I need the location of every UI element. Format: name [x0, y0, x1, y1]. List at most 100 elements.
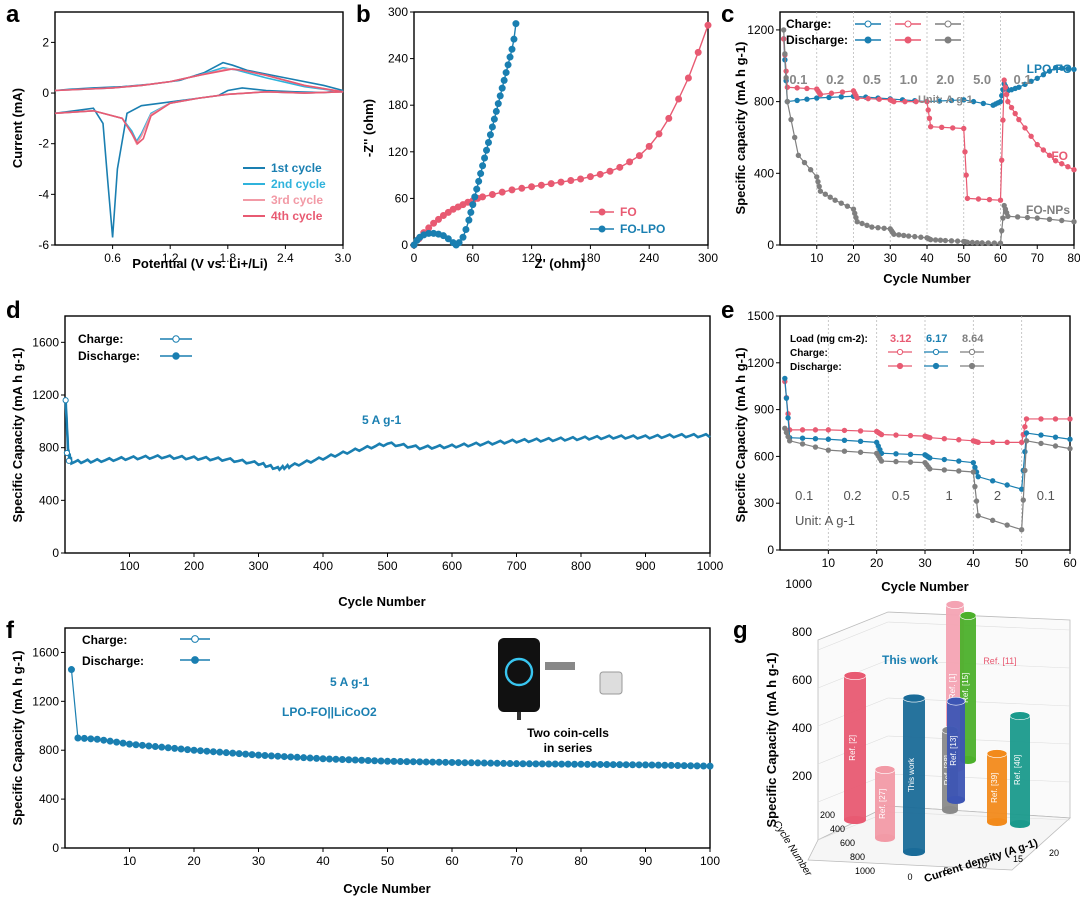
fullcell-point — [126, 740, 133, 748]
loading-point — [941, 436, 948, 442]
rate-point — [1034, 75, 1040, 82]
rate-point — [932, 237, 939, 243]
eis-point — [502, 69, 510, 77]
loading-point — [857, 438, 864, 445]
rate-point — [832, 197, 838, 203]
y-tick-label: 400 — [792, 721, 812, 735]
fullcell-point — [461, 759, 469, 767]
legend-marker — [932, 362, 940, 370]
eis-point — [498, 188, 506, 196]
x-tick-label: 80 — [1067, 251, 1080, 265]
rate-point — [838, 200, 844, 206]
rate-point — [1022, 81, 1028, 87]
x-tick-label: 40 — [316, 854, 330, 868]
x-tick-label: 5 — [943, 866, 948, 876]
rate-point — [1012, 110, 1018, 117]
loading-point — [825, 447, 832, 453]
eis-line — [413, 24, 709, 246]
rate-point — [1059, 161, 1065, 167]
eis-point — [473, 185, 481, 193]
eis-point — [528, 183, 536, 191]
fullcell-point — [693, 762, 701, 770]
eis-point — [655, 130, 663, 138]
chart-a-cyclic-voltammetry: 0.6 1.2 1.8 2.4 3.0 2 0 -2 -4 -6 Current (mA) Poten… — [10, 11, 352, 271]
rate-point — [936, 98, 942, 104]
eis-point — [675, 95, 683, 103]
loading-point — [1022, 424, 1028, 430]
fullcell-point — [190, 746, 198, 754]
eis-point — [518, 184, 526, 192]
loading-point — [841, 448, 848, 454]
bar-top — [986, 749, 1008, 758]
rate-label: 0.2 — [826, 72, 844, 87]
eis-point — [586, 173, 594, 181]
rate-point — [961, 125, 967, 132]
fullcell-point — [371, 757, 379, 765]
loading-point — [786, 438, 793, 444]
bar-top — [874, 765, 896, 774]
series-label-fo-nps: FO-NPs — [1026, 203, 1070, 217]
fullcell-point — [616, 761, 624, 769]
eis-point — [465, 216, 473, 224]
loading-point — [1018, 527, 1025, 533]
cycle-line — [64, 398, 711, 472]
rate-point — [807, 167, 814, 173]
fullcell-point — [242, 750, 250, 758]
cycle-point — [65, 457, 72, 464]
rate-point — [795, 152, 802, 159]
legend-marker — [944, 36, 952, 44]
rate-point — [782, 51, 788, 57]
x-tick-label: 0 — [907, 872, 912, 882]
loading-point — [799, 427, 806, 433]
eis-point — [500, 76, 508, 84]
x-tick-label: 120 — [522, 251, 542, 265]
inset-caption: Two coin-cells — [527, 726, 609, 740]
rate-point — [792, 134, 798, 141]
bar-label: Ref. [15] — [961, 673, 970, 703]
fullcell-point — [364, 756, 372, 764]
fullcell-point — [280, 753, 288, 761]
rate-point — [1022, 125, 1028, 131]
bar-label: Ref. [2] — [848, 735, 857, 761]
loading-point — [812, 436, 819, 442]
rate-point — [1046, 152, 1053, 159]
x-tick-label: 0 — [411, 251, 418, 265]
fullcell-point — [287, 753, 295, 761]
x-tick-label: 30 — [918, 556, 932, 570]
y-axis-label: Specific Capacity (mA h g-1) — [10, 650, 25, 825]
rate-point — [1040, 72, 1047, 78]
rate-point — [780, 27, 787, 33]
loading-point — [1004, 482, 1010, 488]
fullcell-point — [229, 749, 237, 757]
panel-label-b: b — [356, 1, 371, 28]
fullcell-point — [706, 762, 714, 770]
eis-point — [469, 201, 477, 209]
rate-point — [950, 125, 956, 131]
x-tick-label: 900 — [635, 559, 655, 573]
fullcell-point — [435, 758, 443, 766]
rate-point — [801, 159, 808, 166]
fullcell-point — [171, 744, 179, 752]
y-tick-label: 400 — [39, 493, 59, 507]
y-tick-label: 1500 — [747, 309, 774, 323]
bar-label: Ref. [40] — [1013, 755, 1022, 785]
loading-point — [1020, 497, 1026, 503]
cv-curve-4 — [54, 68, 344, 145]
fullcell-point — [532, 760, 540, 768]
legend-marker — [896, 362, 904, 370]
y-axis-label: Specific Capacity (mA h g-1) — [764, 652, 779, 827]
fullcell-point — [255, 751, 262, 759]
loading-point — [970, 469, 977, 475]
loading-point — [857, 428, 864, 434]
eis-point — [626, 158, 634, 166]
z-tick-label: 600 — [840, 838, 855, 848]
rate-point — [814, 174, 820, 180]
rate-point — [838, 94, 844, 100]
fullcell-point — [151, 743, 159, 751]
rate-point — [961, 97, 967, 103]
legend-load-value: 8.64 — [962, 333, 984, 345]
eis-point — [475, 177, 483, 185]
eis-point — [606, 167, 614, 175]
